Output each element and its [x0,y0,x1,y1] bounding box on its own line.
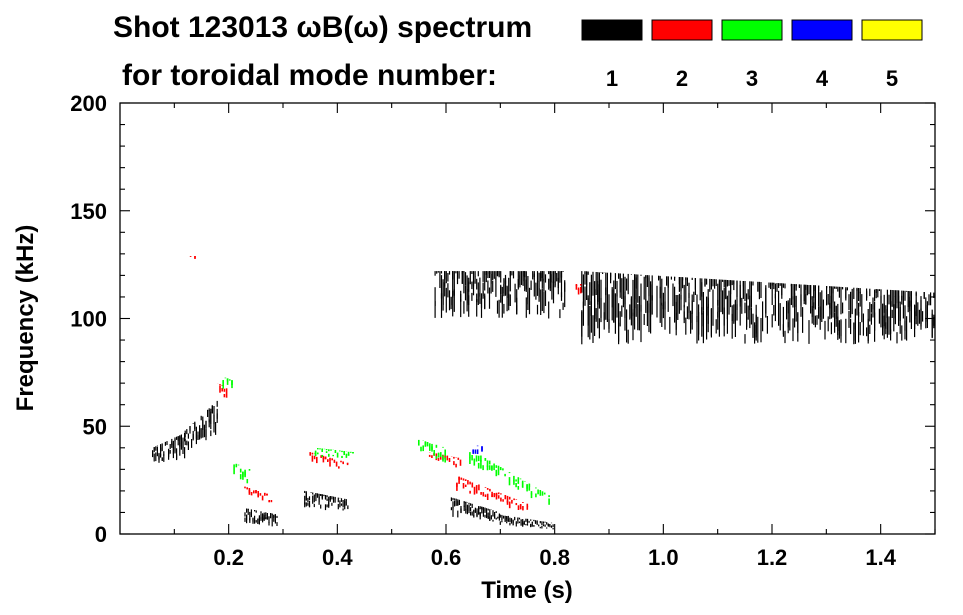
y-tick-label: 50 [83,414,107,439]
legend-label-mode-4: 4 [816,66,829,91]
y-tick-label: 0 [95,522,107,547]
mode-1-region [152,433,186,463]
mode-3-region [417,439,447,463]
legend: 1 2 3 4 5 [581,19,923,91]
chart-subtitle: for toroidal mode number: [122,59,497,92]
axis-ticks [120,102,936,535]
mode-3-region [233,463,251,484]
y-tick-label: 100 [70,307,107,332]
legend-swatch-mode-5 [861,19,923,41]
y-tick-label: 150 [70,199,107,224]
x-tick-label: 1.2 [757,545,788,570]
x-tick-label: 0.8 [539,545,570,570]
y-axis-label: Frequency (kHz) [12,225,39,412]
x-tick-label: 0.2 [213,545,244,570]
mode-1-region [244,508,278,527]
y-tick-label: 200 [70,91,107,116]
mode-2-region [456,476,529,511]
x-tick-label: 0.6 [431,545,462,570]
legend-label-mode-5: 5 [886,66,898,91]
legend-swatch-mode-2 [651,19,713,41]
legend-label-mode-1: 1 [606,66,618,91]
x-tick-labels: 0.2 0.4 0.6 0.8 1.0 1.2 1.4 [213,545,896,570]
mode-2-region [575,284,582,295]
series-mode-3 [222,377,550,505]
x-tick-label: 0.4 [322,545,353,570]
legend-swatch-mode-1 [581,19,643,41]
mode-1-region [434,271,566,319]
mode-2-region [189,256,196,259]
mode-1-region [184,400,218,450]
mode-3-region [222,377,233,389]
plot-data [152,256,935,530]
legend-swatch-mode-3 [721,19,783,41]
series-mode-4 [472,445,483,454]
legend-label-mode-2: 2 [676,66,688,91]
mode-1-region [304,490,349,511]
mode-4-region [472,445,483,454]
mode-3-region [314,448,354,458]
mode-1-region [450,497,500,522]
mode-1-region [499,514,554,530]
series-mode-2 [189,256,582,511]
legend-swatch-mode-4 [791,19,853,41]
legend-label-mode-3: 3 [746,66,758,91]
x-axis-label: Time (s) [481,577,573,604]
mode-2-region [217,383,228,398]
y-tick-labels: 0 50 100 150 200 [70,91,107,547]
series-mode-1 [152,271,935,530]
mode-2-region [244,486,273,503]
chart-title: Shot 123013 ωB(ω) spectrum [113,11,532,44]
mode-2-region [309,452,349,469]
x-tick-label: 1.4 [865,545,896,570]
mode-1-region [581,271,935,345]
mode-3-region [469,452,550,505]
x-tick-label: 1.0 [648,545,679,570]
